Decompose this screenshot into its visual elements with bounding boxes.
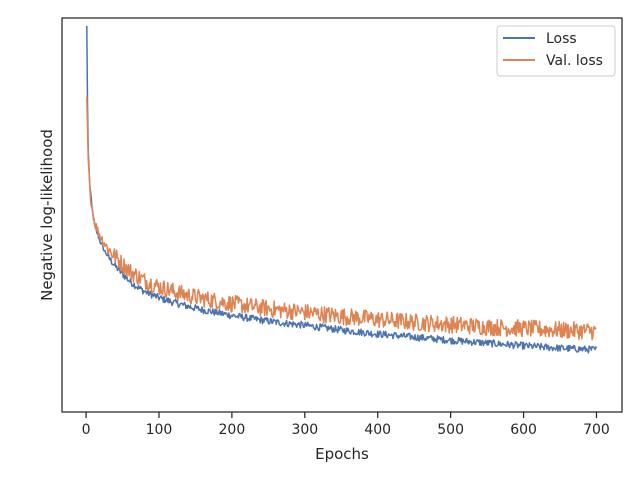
x-tick-label: 400 [364,422,391,438]
y-axis-label: Negative log-likelihood [38,129,56,301]
x-axis-label: Epochs [315,445,369,463]
x-tick-label: 200 [219,422,246,438]
x-tick-label: 600 [510,422,537,438]
series-line-val-loss [86,96,597,341]
series-layer [86,25,598,354]
x-tick-label: 300 [291,422,318,438]
legend-label-loss: Loss [546,31,577,47]
plot-frame [61,17,623,413]
x-tick-label: 500 [437,422,464,438]
legend: Loss Val. loss [496,25,616,77]
x-tick-label: 100 [146,422,173,438]
x-tick-label: 700 [583,422,610,438]
x-tick-label: 0 [82,422,91,438]
legend-label-val-loss: Val. loss [546,53,603,69]
series-line-loss [86,25,598,354]
x-ticks: 0 100 200 300 400 500 600 700 [82,412,610,438]
